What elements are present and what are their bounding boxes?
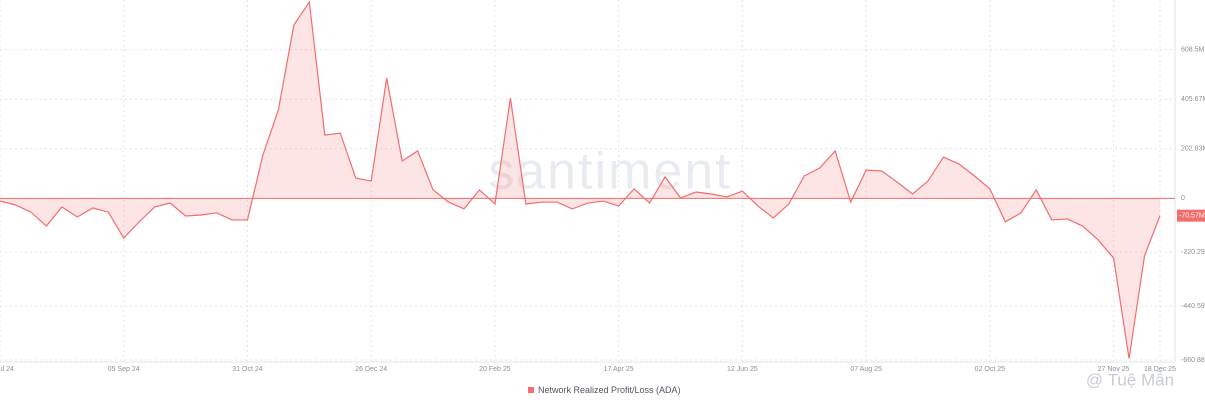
- y-tick-label: 202.83M: [1181, 146, 1205, 153]
- y-tick-label: -660.88M: [1181, 357, 1205, 364]
- y-tick-label: 0: [1181, 195, 1185, 202]
- legend-item: Network Realized Profit/Loss (ADA): [528, 385, 681, 395]
- x-tick-label: 02 Oct 25: [975, 366, 1005, 373]
- value-label-box: [1177, 209, 1205, 222]
- x-tick-label: 27 Nov 25: [1098, 366, 1130, 373]
- legend-swatch: [528, 387, 534, 393]
- x-tick-label: 20 Feb 25: [479, 366, 511, 373]
- x-tick-label: 11 Jul 24: [0, 366, 14, 373]
- y-tick-label: 405.67M: [1181, 96, 1205, 103]
- legend-label: Network Realized Profit/Loss (ADA): [538, 385, 681, 395]
- value-label: -70.57M: [1179, 212, 1205, 219]
- line: [0, 0, 1161, 359]
- x-tick-label: 17 Apr 25: [604, 366, 634, 373]
- x-tick-label: 18 Dec 25: [1144, 366, 1176, 373]
- watermark: santiment: [488, 143, 731, 201]
- x-tick-label: 05 Sep 24: [108, 366, 140, 373]
- x-tick-label: 07 Aug 25: [850, 366, 882, 373]
- y-tick-label: 608.5M: [1181, 46, 1205, 53]
- y-tick-label: -220.29M: [1181, 249, 1205, 256]
- x-tick-label: 26 Dec 24: [355, 366, 387, 373]
- credit: @ Tuệ Mẫn: [1086, 370, 1174, 389]
- x-tick-label: 12 Jun 25: [727, 366, 758, 373]
- x-tick-label: 31 Oct 24: [232, 366, 262, 373]
- area-fill: [0, 2, 1160, 359]
- y-tick-label: -440.59M: [1181, 303, 1205, 310]
